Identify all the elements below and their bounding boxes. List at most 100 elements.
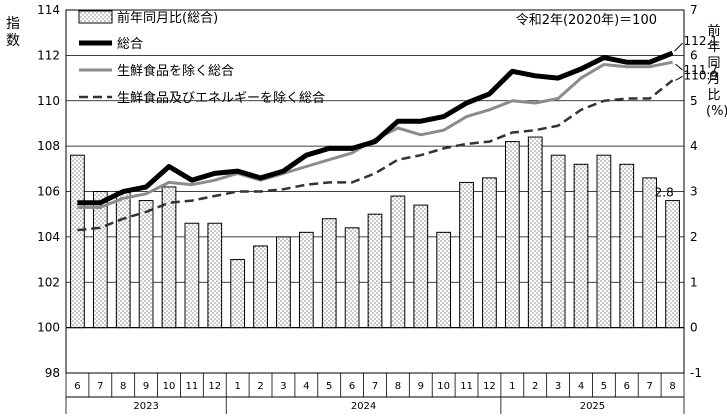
left-tick-label: 110	[37, 94, 60, 108]
right-tick-label: -1	[690, 366, 702, 380]
legend-label-sogo: 総合	[117, 37, 143, 52]
left-axis-title: 指数	[6, 16, 20, 49]
month-label: 1	[509, 381, 515, 392]
bar	[92, 191, 108, 329]
bar	[573, 163, 589, 329]
plot-frame	[65, 9, 685, 374]
month-label: 7	[646, 381, 652, 392]
left-tick-label: 114	[37, 3, 60, 17]
year-label: 2023	[133, 401, 158, 412]
legend-bar-swatch	[78, 10, 113, 24]
month-label: 10	[437, 381, 450, 392]
month-label: 8	[120, 381, 126, 392]
month-label: 1	[234, 381, 240, 392]
left-tick-label: 112	[37, 48, 60, 62]
bar	[413, 204, 429, 329]
legend-label-core: 生鮮食品を除く総合	[117, 63, 234, 79]
bar	[298, 231, 314, 329]
bar	[184, 222, 200, 329]
end-label-bar: 2.8	[655, 186, 674, 200]
month-label: 12	[483, 381, 496, 392]
right-tick-label: 4	[690, 139, 698, 153]
bar	[619, 163, 635, 329]
left-tick-label: 100	[37, 321, 60, 335]
month-label: 5	[326, 381, 332, 392]
month-label: 2	[257, 381, 263, 392]
month-label: 2	[532, 381, 538, 392]
end-leader	[675, 63, 683, 71]
bar	[482, 177, 497, 329]
left-tick-label: 104	[37, 230, 60, 244]
bar	[367, 213, 383, 329]
month-label: 7	[97, 381, 103, 392]
right-tick-label: 7	[690, 3, 698, 17]
left-tick-label: 106	[37, 185, 60, 199]
bar	[115, 191, 131, 329]
right-tick-label: 1	[690, 275, 698, 289]
month-label: 6	[74, 381, 80, 392]
bar	[550, 154, 566, 329]
line-corecore	[77, 79, 674, 232]
month-label: 8	[669, 381, 675, 392]
right-tick-label: 3	[690, 185, 698, 199]
right-tick-label: 5	[690, 94, 698, 108]
month-label: 6	[349, 381, 355, 392]
bar	[596, 154, 612, 329]
end-leader	[674, 42, 683, 52]
base-note: 令和2年(2020年)＝100	[516, 13, 657, 28]
bar	[459, 181, 474, 329]
month-label: 11	[460, 381, 473, 392]
legend-label-corecore: 生鮮食品及びエネルギーを除く総合	[117, 90, 325, 106]
end-label-core: 111.7	[684, 63, 718, 77]
year-label: 2024	[351, 401, 376, 412]
right-tick-label: 2	[690, 230, 698, 244]
right-tick-label: 0	[690, 321, 698, 335]
bar	[436, 231, 452, 329]
left-tick-label: 102	[37, 275, 60, 289]
right-axis-title: 前年同月比(%)	[706, 24, 727, 119]
month-label: 9	[143, 381, 149, 392]
month-label: 7	[372, 381, 378, 392]
month-label: 5	[601, 381, 607, 392]
bar	[344, 227, 360, 329]
end-label-corecore: 110.9	[684, 68, 718, 82]
bar	[665, 200, 680, 329]
right-axis: -1 0 1 2 3 4 5 6 7	[690, 3, 702, 380]
legend: 前年同月比(総合) 総合 生鮮食品を除く総合 生鮮食品及びエネルギーを除く総合	[78, 10, 325, 106]
bar	[504, 141, 520, 329]
month-label: 4	[303, 381, 309, 392]
end-label-sogo: 112.1	[684, 34, 718, 48]
year-label: 2025	[580, 401, 605, 412]
bar	[70, 154, 85, 329]
month-label: 11	[186, 381, 199, 392]
bar	[527, 136, 543, 329]
month-label: 3	[280, 381, 286, 392]
line-series	[77, 50, 674, 232]
bar	[253, 245, 268, 329]
left-axis: 98 100 102 104 106 108 110 112 114	[37, 3, 60, 380]
month-label: 10	[163, 381, 176, 392]
bar	[321, 218, 337, 329]
month-label: 6	[624, 381, 630, 392]
month-label: 4	[578, 381, 584, 392]
left-tick-label: 98	[45, 366, 60, 380]
month-label: 8	[395, 381, 401, 392]
bar	[276, 236, 291, 329]
bar	[390, 195, 406, 329]
bar	[138, 200, 154, 329]
month-label: 3	[555, 381, 561, 392]
bar	[161, 186, 177, 329]
end-leader	[675, 75, 683, 81]
left-tick-label: 108	[37, 139, 60, 153]
bar	[642, 177, 658, 329]
right-tick-label: 6	[690, 48, 698, 62]
bar	[207, 222, 223, 329]
bar	[230, 259, 246, 329]
month-label: 12	[208, 381, 221, 392]
line-sogo	[77, 50, 674, 206]
legend-label-bar: 前年同月比(総合)	[117, 10, 218, 26]
bar-series	[70, 136, 680, 329]
